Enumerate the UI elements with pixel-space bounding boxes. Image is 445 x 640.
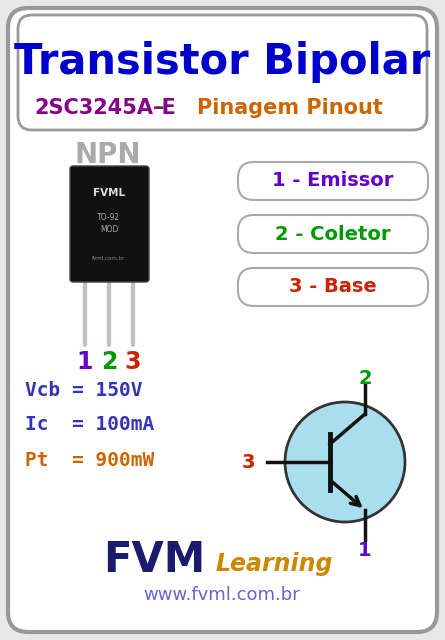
- Text: 3: 3: [242, 452, 255, 472]
- FancyBboxPatch shape: [70, 166, 149, 282]
- FancyBboxPatch shape: [238, 268, 428, 306]
- Text: 1: 1: [77, 350, 93, 374]
- Text: Ic  = 100mA: Ic = 100mA: [25, 415, 154, 435]
- Text: 1 - Emissor: 1 - Emissor: [272, 172, 394, 191]
- Text: 1: 1: [358, 541, 372, 559]
- Text: Pinagem Pinout: Pinagem Pinout: [197, 98, 383, 118]
- Text: FVML: FVML: [93, 188, 125, 198]
- Text: Vcb = 150V: Vcb = 150V: [25, 381, 142, 399]
- Text: 2: 2: [358, 369, 372, 387]
- Circle shape: [285, 402, 405, 522]
- Text: Transistor Bipolar: Transistor Bipolar: [14, 41, 430, 83]
- Text: Learning: Learning: [215, 552, 332, 576]
- FancyBboxPatch shape: [18, 15, 427, 130]
- FancyBboxPatch shape: [8, 8, 437, 632]
- Text: -: -: [156, 98, 164, 118]
- Text: 3 - Base: 3 - Base: [289, 278, 377, 296]
- Text: MOD: MOD: [100, 225, 118, 234]
- Text: 2SC3245A-E: 2SC3245A-E: [34, 98, 176, 118]
- Text: fvml.com.br: fvml.com.br: [92, 255, 125, 260]
- Text: Pt  = 900mW: Pt = 900mW: [25, 451, 154, 470]
- Text: www.fvml.com.br: www.fvml.com.br: [144, 586, 300, 604]
- Text: FVM: FVM: [103, 539, 205, 581]
- Text: 2 - Coletor: 2 - Coletor: [275, 225, 391, 243]
- Text: 2: 2: [101, 350, 117, 374]
- FancyBboxPatch shape: [238, 162, 428, 200]
- Text: NPN: NPN: [75, 141, 141, 169]
- FancyBboxPatch shape: [238, 215, 428, 253]
- Text: 3: 3: [125, 350, 141, 374]
- Text: TO-92: TO-92: [97, 214, 121, 223]
